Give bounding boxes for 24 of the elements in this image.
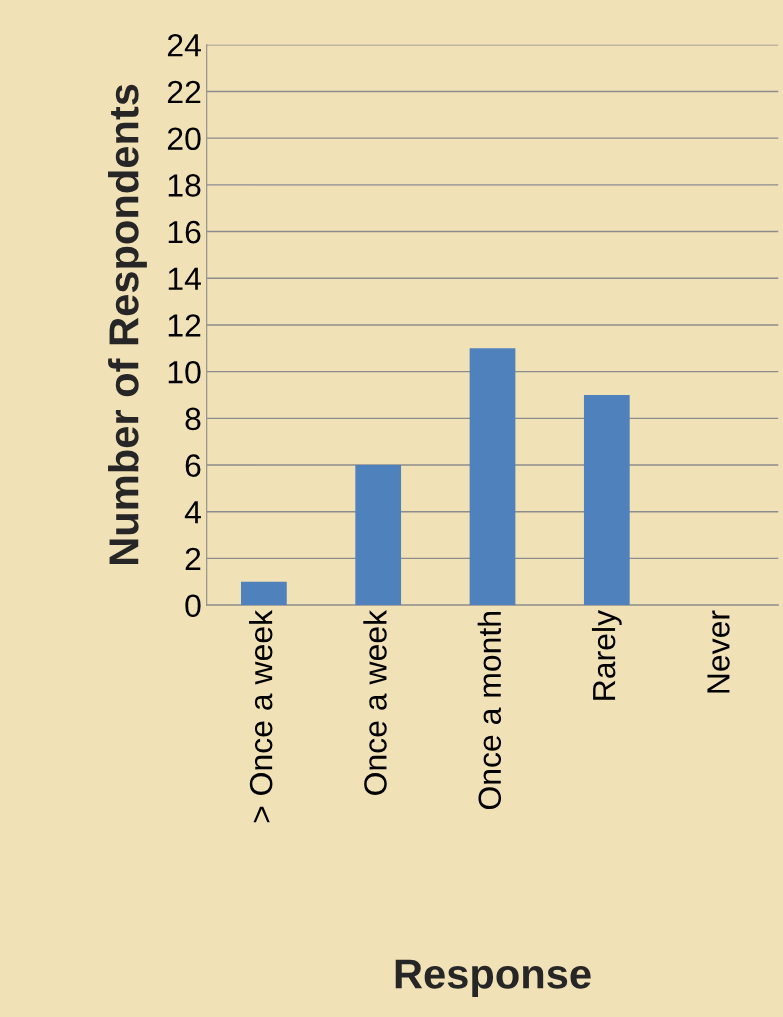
y-tick-label: 2 <box>185 547 201 570</box>
y-tick-label: 22 <box>167 80 201 104</box>
x-tick-label: Once a month <box>477 612 502 810</box>
bar <box>583 394 630 606</box>
y-tick-label: 6 <box>185 454 201 477</box>
y-tick-label: 4 <box>184 501 201 524</box>
x-tick-label: Never <box>707 610 730 693</box>
y-axis-title: Number of Respondents <box>108 84 147 565</box>
y-tick-label: 24 <box>167 34 201 57</box>
y-tick-label: 10 <box>168 360 201 384</box>
y-tick-label: 8 <box>185 407 201 431</box>
x-tick-label: Once a week <box>363 609 387 795</box>
x-tick-label: Rarely <box>591 610 622 700</box>
y-tick-label: 14 <box>168 267 201 290</box>
bar <box>355 465 402 606</box>
y-tick-label: 12 <box>168 314 201 337</box>
y-tick-label: 20 <box>167 127 201 151</box>
x-axis-title: Response <box>395 959 591 997</box>
x-tick-label: > Once a week <box>248 609 273 823</box>
y-tick-label: 16 <box>168 220 201 244</box>
y-tick-label: 0 <box>185 594 201 617</box>
y-tick-label: 18 <box>168 174 201 197</box>
bar <box>469 348 516 606</box>
bar <box>241 581 287 606</box>
